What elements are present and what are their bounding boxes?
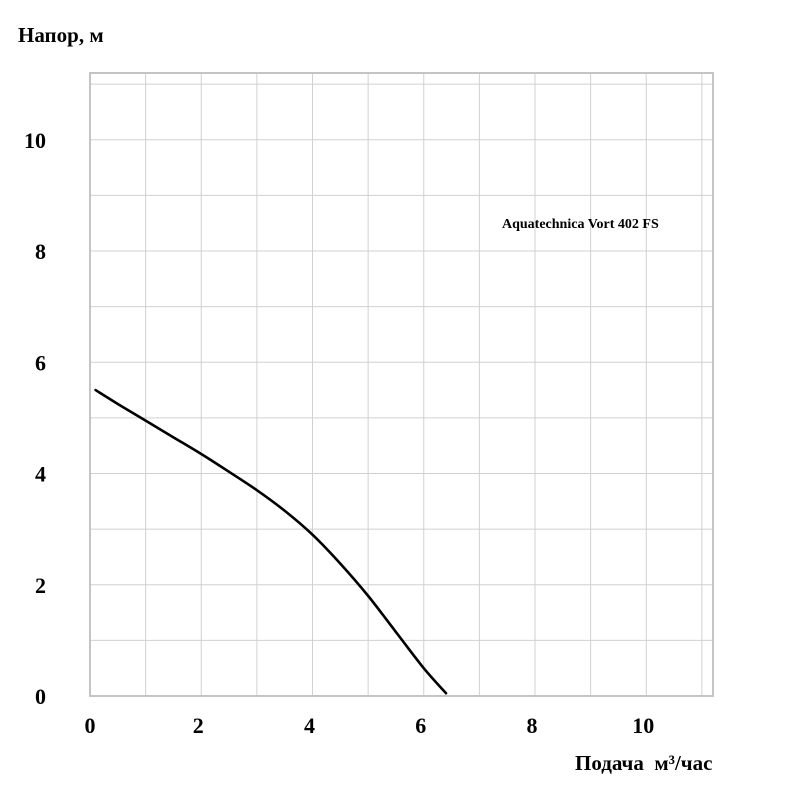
head-flow-curve xyxy=(94,388,448,695)
x-tick-label: 0 xyxy=(85,713,96,738)
y-tick-label: 0 xyxy=(35,684,46,709)
y-tick-label: 4 xyxy=(35,462,46,487)
x-tick-label: 10 xyxy=(632,713,654,738)
plot-frame xyxy=(89,72,714,697)
y-tick-label: 8 xyxy=(35,239,46,264)
pump-model-annotation: Aquatechnica Vort 402 FS xyxy=(502,217,659,232)
y-tick-label: 6 xyxy=(35,350,46,375)
y-tick-label: 2 xyxy=(35,573,46,598)
x-tick-label: 2 xyxy=(193,713,204,738)
x-tick-label: 6 xyxy=(415,713,426,738)
x-tick-label: 4 xyxy=(304,713,315,738)
x-tick-labels: 0 2 4 6 8 10 xyxy=(85,713,655,738)
grid xyxy=(90,73,713,696)
y-axis-title: Напор, м xyxy=(18,23,104,47)
x-tick-label: 8 xyxy=(527,713,538,738)
y-tick-label: 10 xyxy=(24,128,46,153)
x-axis-title: Подача м³/час xyxy=(575,751,712,775)
y-tick-labels: 0 2 4 6 8 10 xyxy=(24,128,46,709)
